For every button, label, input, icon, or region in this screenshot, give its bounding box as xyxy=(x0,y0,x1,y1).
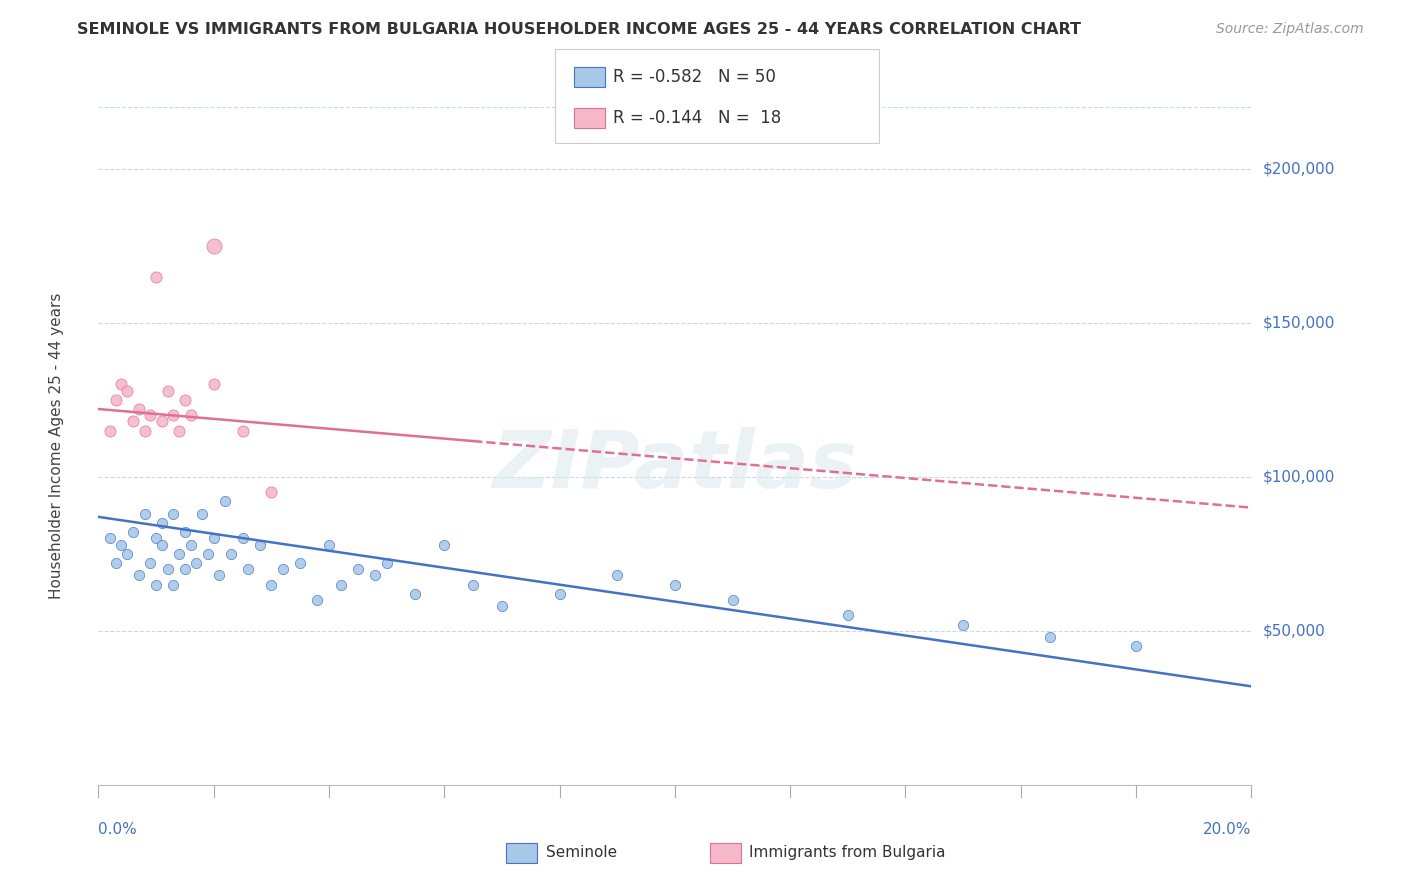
Point xyxy=(721,593,744,607)
Point xyxy=(180,408,202,422)
Point xyxy=(139,556,162,570)
Point xyxy=(98,532,121,546)
Point xyxy=(110,538,132,552)
Point xyxy=(162,408,184,422)
Point xyxy=(290,556,312,570)
Point xyxy=(664,577,686,591)
Point xyxy=(1125,640,1147,654)
Point xyxy=(98,424,121,438)
Point xyxy=(180,538,202,552)
Point xyxy=(150,538,173,552)
Point xyxy=(139,408,162,422)
Point xyxy=(162,507,184,521)
Point xyxy=(122,525,145,540)
Point xyxy=(145,269,167,284)
Text: R = -0.144   N =  18: R = -0.144 N = 18 xyxy=(613,109,782,127)
Text: 20.0%: 20.0% xyxy=(1204,822,1251,837)
Point xyxy=(128,568,150,582)
Point xyxy=(174,562,197,576)
Point xyxy=(110,377,132,392)
Point xyxy=(1039,630,1062,644)
Point xyxy=(134,424,156,438)
Point xyxy=(174,392,197,407)
Point xyxy=(548,587,571,601)
Point xyxy=(104,392,127,407)
Point xyxy=(491,599,513,614)
Point xyxy=(145,532,167,546)
Point xyxy=(461,577,484,591)
Point xyxy=(433,538,456,552)
Point xyxy=(208,568,231,582)
Text: SEMINOLE VS IMMIGRANTS FROM BULGARIA HOUSEHOLDER INCOME AGES 25 - 44 YEARS CORRE: SEMINOLE VS IMMIGRANTS FROM BULGARIA HOU… xyxy=(77,22,1081,37)
Point xyxy=(271,562,294,576)
Text: $50,000: $50,000 xyxy=(1263,624,1326,639)
Point xyxy=(219,547,242,561)
Point xyxy=(191,507,214,521)
Text: Seminole: Seminole xyxy=(546,846,617,860)
Text: R = -0.582   N = 50: R = -0.582 N = 50 xyxy=(613,68,776,86)
Point xyxy=(405,587,427,601)
Point xyxy=(231,424,254,438)
Text: $200,000: $200,000 xyxy=(1263,161,1334,176)
Text: Householder Income Ages 25 - 44 years: Householder Income Ages 25 - 44 years xyxy=(49,293,63,599)
Point xyxy=(167,547,190,561)
Point xyxy=(150,414,173,428)
Point xyxy=(145,577,167,591)
Point xyxy=(122,414,145,428)
Point xyxy=(202,377,225,392)
Point xyxy=(952,617,974,632)
Point xyxy=(238,562,260,576)
Point xyxy=(150,516,173,530)
Point xyxy=(329,577,352,591)
Point xyxy=(260,577,283,591)
Point xyxy=(307,593,329,607)
Point xyxy=(156,384,179,398)
Point xyxy=(117,547,139,561)
Point xyxy=(167,424,190,438)
Text: Source: ZipAtlas.com: Source: ZipAtlas.com xyxy=(1216,22,1364,37)
Text: Immigrants from Bulgaria: Immigrants from Bulgaria xyxy=(749,846,946,860)
Point xyxy=(202,238,225,252)
Point xyxy=(117,384,139,398)
Point xyxy=(162,577,184,591)
Point xyxy=(249,538,271,552)
Point xyxy=(197,547,219,561)
Point xyxy=(186,556,208,570)
Text: ZIPatlas: ZIPatlas xyxy=(492,427,858,506)
Point xyxy=(837,608,859,623)
Point xyxy=(364,568,387,582)
Point xyxy=(318,538,340,552)
Point xyxy=(202,532,225,546)
Point xyxy=(231,532,254,546)
Point xyxy=(174,525,197,540)
Text: $150,000: $150,000 xyxy=(1263,315,1334,330)
Point xyxy=(128,402,150,417)
Text: 0.0%: 0.0% xyxy=(98,822,138,837)
Point xyxy=(260,485,283,500)
Text: $100,000: $100,000 xyxy=(1263,469,1334,484)
Point xyxy=(104,556,127,570)
Point xyxy=(214,494,236,508)
Point xyxy=(134,507,156,521)
Point xyxy=(606,568,628,582)
Point xyxy=(346,562,368,576)
Point xyxy=(156,562,179,576)
Point xyxy=(375,556,398,570)
